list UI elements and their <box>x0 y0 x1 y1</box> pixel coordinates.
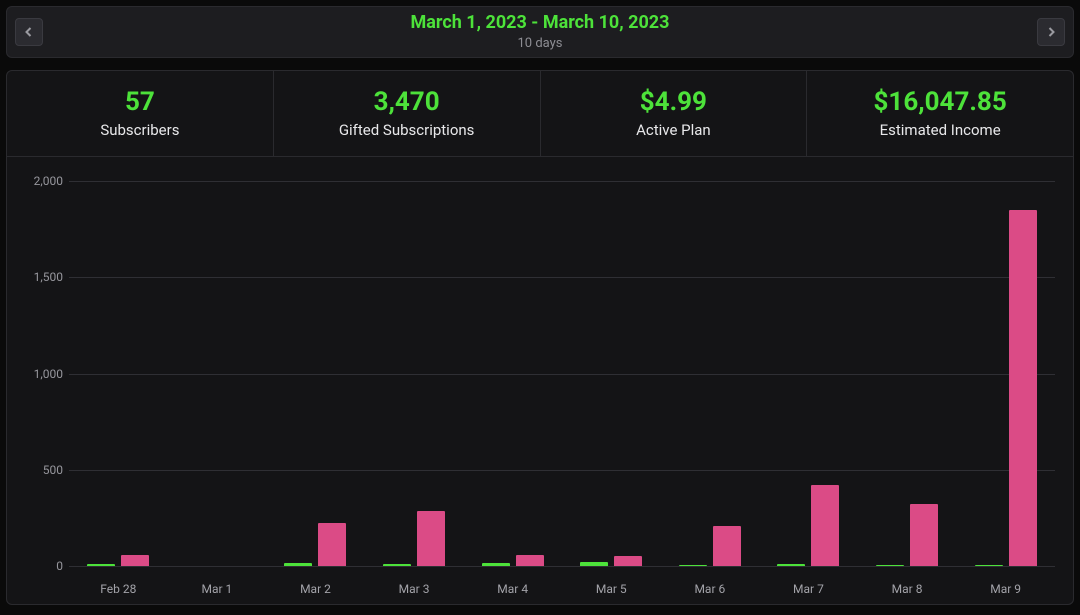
chart-bar-group <box>365 181 464 566</box>
date-range-text: March 1, 2023 - March 10, 2023 <box>43 13 1037 34</box>
chart-y-tick-label: 500 <box>23 463 63 477</box>
stat-value: 57 <box>125 88 155 117</box>
next-period-button[interactable] <box>1037 18 1065 46</box>
chart-x-tick-label: Mar 9 <box>956 582 1055 596</box>
stats-row: 57 Subscribers 3,470 Gifted Subscription… <box>7 71 1073 157</box>
chart-bar-pink <box>318 523 346 566</box>
chevron-left-icon <box>24 27 34 37</box>
stat-gifted-subs: 3,470 Gifted Subscriptions <box>274 71 541 156</box>
chart-bar-group <box>858 181 957 566</box>
stat-label: Gifted Subscriptions <box>339 121 475 139</box>
chart-x-tick-label: Mar 6 <box>661 582 760 596</box>
date-range-subtitle: 10 days <box>43 36 1037 51</box>
stat-value: $4.99 <box>640 88 707 117</box>
chevron-right-icon <box>1046 27 1056 37</box>
chart-area: 05001,0001,5002,000 Feb 28Mar 1Mar 2Mar … <box>7 157 1073 604</box>
stat-label: Subscribers <box>100 121 179 139</box>
prev-period-button[interactable] <box>15 18 43 46</box>
chart-bar-group <box>956 181 1055 566</box>
chart-y-tick-label: 2,000 <box>23 174 63 188</box>
chart-bar-green <box>580 562 608 566</box>
chart-bar-group <box>562 181 661 566</box>
chart-bar-pink <box>614 556 642 566</box>
chart-bar-group <box>168 181 267 566</box>
chart-bar-pink <box>910 504 938 566</box>
stats-panel: 57 Subscribers 3,470 Gifted Subscription… <box>6 70 1074 605</box>
chart-y-tick-label: 1,500 <box>23 270 63 284</box>
chart-bar-group <box>463 181 562 566</box>
chart-bar-group <box>759 181 858 566</box>
date-range-bar: March 1, 2023 - March 10, 2023 10 days <box>6 6 1074 58</box>
chart-bar-green <box>679 565 707 566</box>
chart-bar-green <box>777 564 805 566</box>
chart-gridline <box>69 566 1055 567</box>
chart-bar-pink <box>811 485 839 566</box>
stat-subscribers: 57 Subscribers <box>7 71 274 156</box>
chart-bar-green <box>975 565 1003 566</box>
chart-x-tick-label: Mar 4 <box>463 582 562 596</box>
chart-x-tick-label: Mar 5 <box>562 582 661 596</box>
chart-y-tick-label: 0 <box>23 559 63 573</box>
chart-bar-green <box>87 564 115 566</box>
chart-bar-green <box>482 563 510 566</box>
chart-x-tick-label: Mar 2 <box>266 582 365 596</box>
chart-bar-group <box>266 181 365 566</box>
chart-x-tick-label: Mar 3 <box>365 582 464 596</box>
stat-label: Active Plan <box>636 121 711 139</box>
chart-x-tick-label: Mar 8 <box>858 582 957 596</box>
chart-bar-green <box>284 563 312 566</box>
chart-x-tick-label: Mar 7 <box>759 582 858 596</box>
stat-value: $16,047.85 <box>873 88 1006 117</box>
chart-bar-group <box>661 181 760 566</box>
stat-value: 3,470 <box>374 88 440 117</box>
chart-bar-pink <box>713 526 741 566</box>
chart-bar-pink <box>1009 210 1037 566</box>
chart-bar-green <box>876 565 904 566</box>
chart-y-tick-label: 1,000 <box>23 367 63 381</box>
stat-estimated-income: $16,047.85 Estimated Income <box>807 71 1073 156</box>
chart-bar-group <box>69 181 168 566</box>
chart-x-tick-label: Feb 28 <box>69 582 168 596</box>
chart-bar-pink <box>516 555 544 566</box>
stat-label: Estimated Income <box>880 121 1001 139</box>
stat-active-plan: $4.99 Active Plan <box>541 71 808 156</box>
chart-bar-green <box>383 564 411 567</box>
chart-x-tick-label: Mar 1 <box>168 582 267 596</box>
chart-bar-pink <box>417 511 445 566</box>
chart-bar-pink <box>121 555 149 566</box>
